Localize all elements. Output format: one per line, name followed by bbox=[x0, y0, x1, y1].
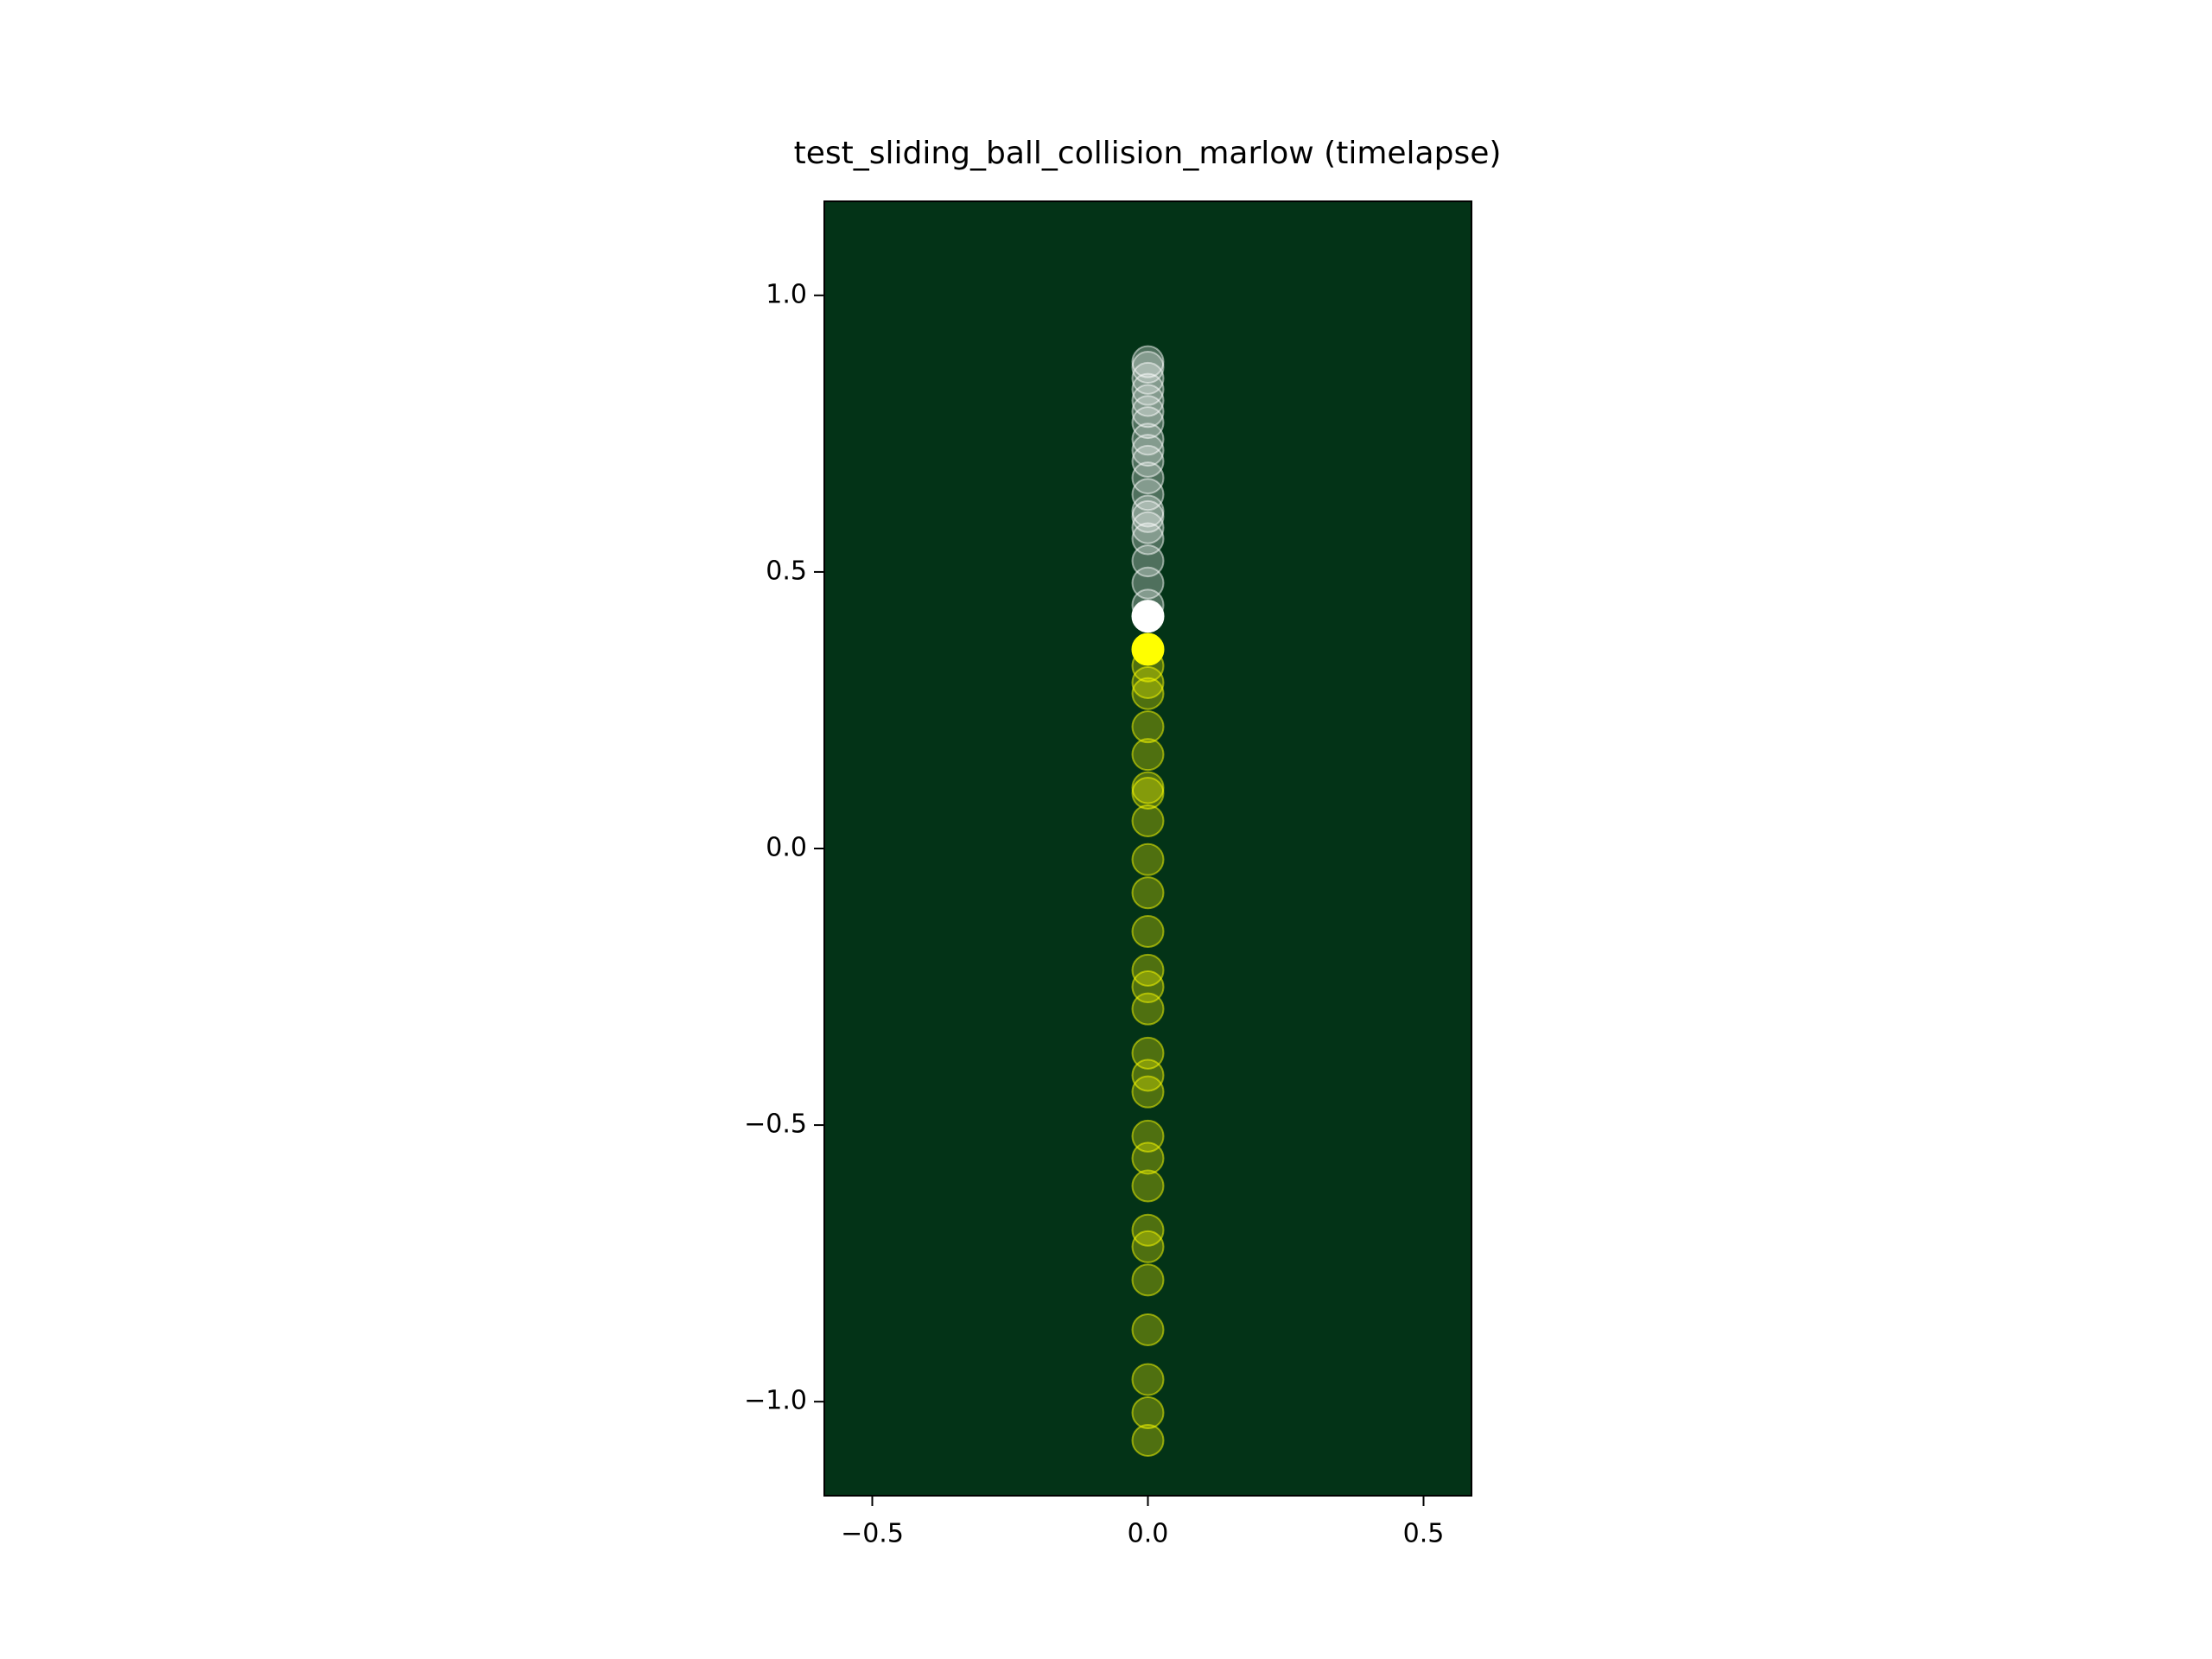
point bbox=[1131, 444, 1165, 478]
x-tick-label: −0.5 bbox=[841, 1519, 904, 1549]
point bbox=[1131, 395, 1165, 429]
point bbox=[1131, 1119, 1165, 1153]
y-tick-label: 0.5 bbox=[766, 556, 807, 586]
point bbox=[1131, 1423, 1165, 1457]
point bbox=[1131, 1395, 1165, 1429]
x-tick-label: 0.0 bbox=[1128, 1519, 1169, 1549]
point bbox=[1131, 677, 1165, 710]
point bbox=[1131, 710, 1165, 744]
y-tick-label: 0.0 bbox=[766, 833, 807, 863]
point bbox=[1131, 600, 1165, 633]
point bbox=[1131, 738, 1165, 772]
point bbox=[1131, 1075, 1165, 1109]
point bbox=[1131, 1169, 1165, 1203]
point bbox=[1131, 953, 1165, 987]
point bbox=[1131, 915, 1165, 949]
y-tick-label: −1.0 bbox=[744, 1386, 807, 1416]
point bbox=[1131, 1313, 1165, 1346]
point bbox=[1131, 842, 1165, 876]
point bbox=[1131, 1036, 1165, 1070]
point bbox=[1131, 970, 1165, 1004]
point bbox=[1131, 434, 1165, 467]
plot-frame bbox=[823, 200, 1472, 1497]
point bbox=[1131, 1363, 1165, 1396]
point bbox=[1131, 511, 1165, 544]
point bbox=[1131, 804, 1165, 837]
point bbox=[1131, 876, 1165, 910]
y-tick-label: −0.5 bbox=[744, 1109, 807, 1140]
point bbox=[1131, 632, 1165, 666]
x-tick-label: 0.5 bbox=[1403, 1519, 1445, 1549]
point bbox=[1131, 1230, 1165, 1263]
point bbox=[1131, 1263, 1165, 1297]
chart-title: test_sliding_ball_collision_marlow (time… bbox=[794, 136, 1502, 171]
point bbox=[1131, 1213, 1165, 1247]
point bbox=[1131, 406, 1165, 440]
plot-area bbox=[824, 201, 1471, 1496]
point bbox=[1131, 461, 1165, 495]
point bbox=[1131, 665, 1165, 699]
y-tick-label: 1.0 bbox=[766, 279, 807, 309]
point bbox=[1131, 771, 1165, 804]
